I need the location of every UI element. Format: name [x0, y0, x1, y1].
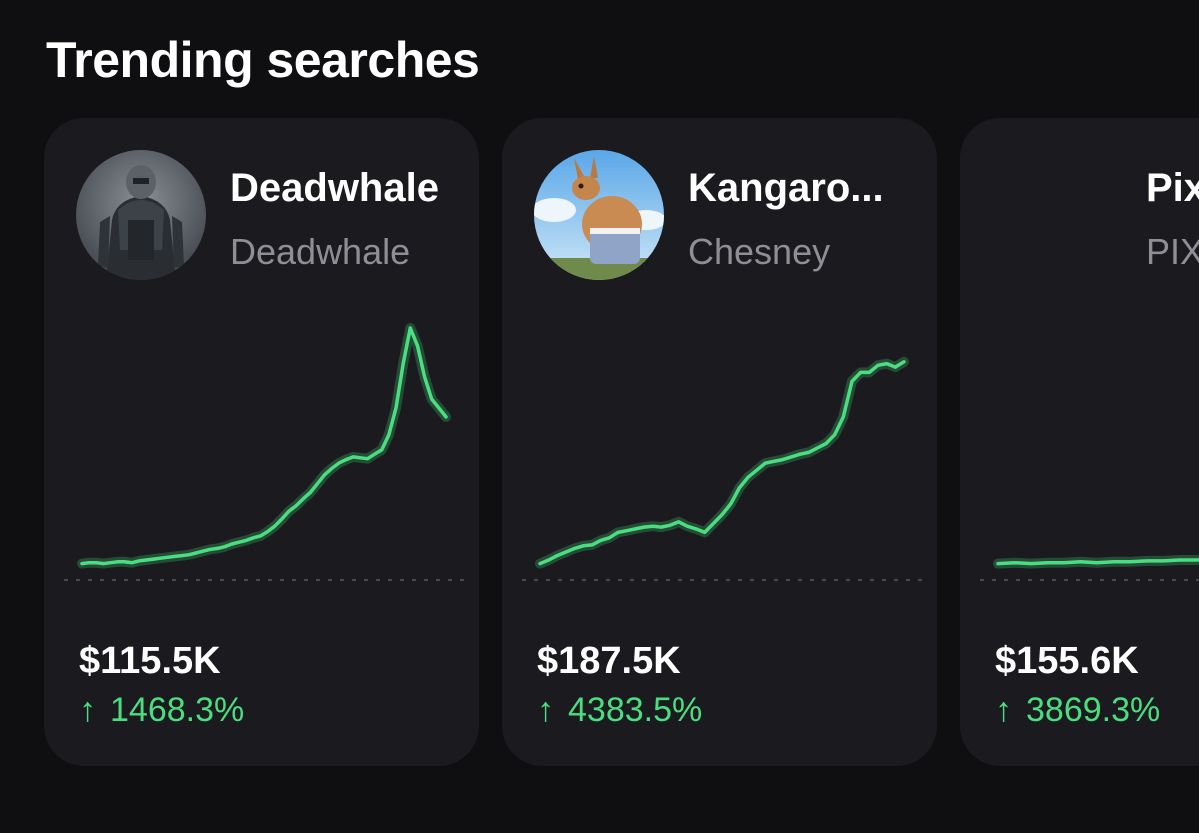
token-ticker: Chesney [688, 231, 831, 272]
price-change-value: 3869.3% [1026, 691, 1161, 729]
token-name: Pix [1146, 166, 1199, 210]
sparkline-chart [980, 554, 1199, 581]
token-ticker: PIX [1146, 231, 1199, 272]
token-price: $155.6K [995, 640, 1139, 682]
chart-line-glow [77, 323, 451, 569]
arrow-up-icon: ↑ [537, 691, 554, 729]
chart-line [538, 360, 906, 566]
trending-card[interactable]: Pix PIX $155.6K ↑ 3869.3% [960, 118, 1199, 766]
section-title: Trending searches [46, 32, 480, 88]
kangaroo-avatar [534, 150, 664, 280]
price-change-value: 4383.5% [568, 691, 703, 729]
chart-line [80, 326, 448, 566]
token-name: Kangaro... [688, 166, 884, 210]
token-price: $115.5K [79, 640, 221, 682]
trending-card[interactable]: Deadwhale Deadwhale $115.5K ↑ 1468.3% [44, 118, 479, 766]
price-change: ↑ 4383.5% [537, 688, 702, 732]
price-change-value: 1468.3% [110, 691, 245, 729]
arrow-up-icon: ↑ [995, 691, 1012, 729]
price-change: ↑ 1468.3% [79, 688, 244, 732]
sparkline-chart [522, 356, 922, 581]
token-ticker: Deadwhale [230, 231, 411, 272]
trending-card[interactable]: Kangaro... Chesney $187.5K ↑ 4383.5% [502, 118, 937, 766]
token-name: Deadwhale [230, 166, 439, 210]
armored-figure-avatar [76, 150, 206, 280]
price-change: ↑ 3869.3% [995, 688, 1160, 732]
token-price: $187.5K [537, 640, 681, 682]
arrow-up-icon: ↑ [79, 691, 96, 729]
sparkline-chart [64, 323, 464, 581]
pixel-avatar [992, 150, 1122, 280]
chart-line [996, 558, 1199, 566]
